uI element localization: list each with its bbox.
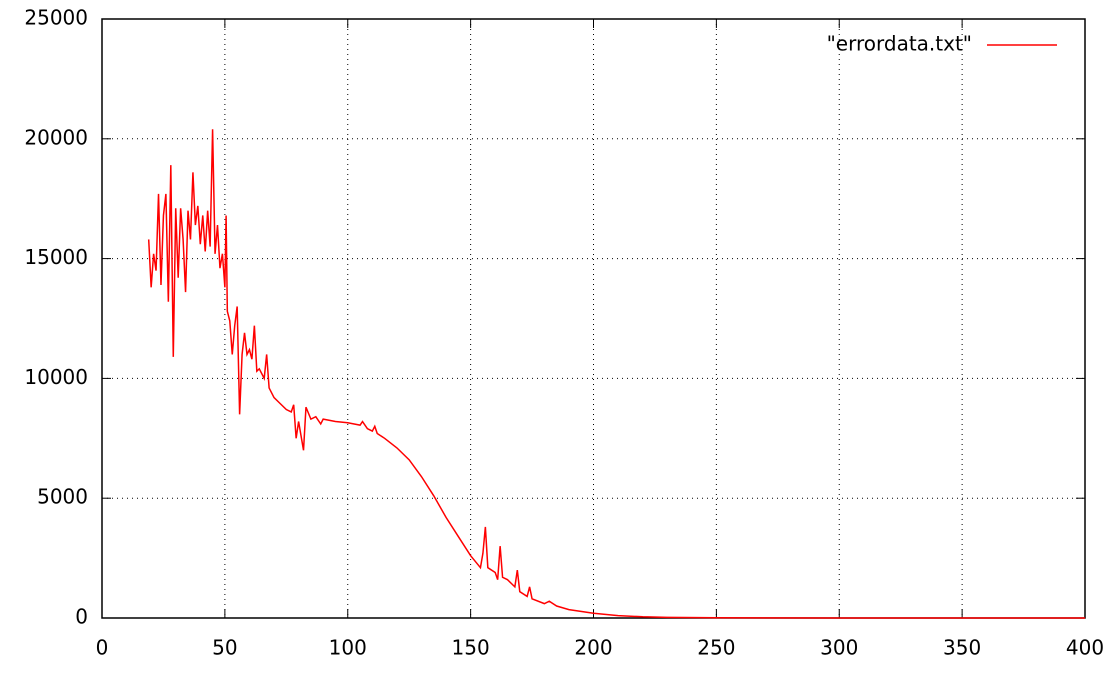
y-tick-label: 5000 (37, 485, 88, 509)
legend-label: "errordata.txt" (827, 32, 972, 56)
x-tick-label: 400 (1066, 636, 1104, 660)
y-tick-label: 15000 (24, 245, 88, 269)
x-tick-label: 150 (452, 636, 490, 660)
y-tick-label: 20000 (24, 125, 88, 149)
y-tick-label: 0 (75, 605, 88, 629)
x-tick-label: 300 (820, 636, 858, 660)
plot-border (101, 18, 1086, 619)
x-tick-label: 200 (574, 636, 612, 660)
x-tick-label: 250 (697, 636, 735, 660)
x-tick-label: 350 (943, 636, 981, 660)
data-line (147, 129, 1085, 619)
y-tick-label: 10000 (24, 365, 88, 389)
y-tick-label: 25000 (24, 6, 88, 30)
x-tick-label: 100 (329, 636, 367, 660)
x-tick-label: 0 (96, 636, 109, 660)
x-tick-label: 50 (212, 636, 237, 660)
